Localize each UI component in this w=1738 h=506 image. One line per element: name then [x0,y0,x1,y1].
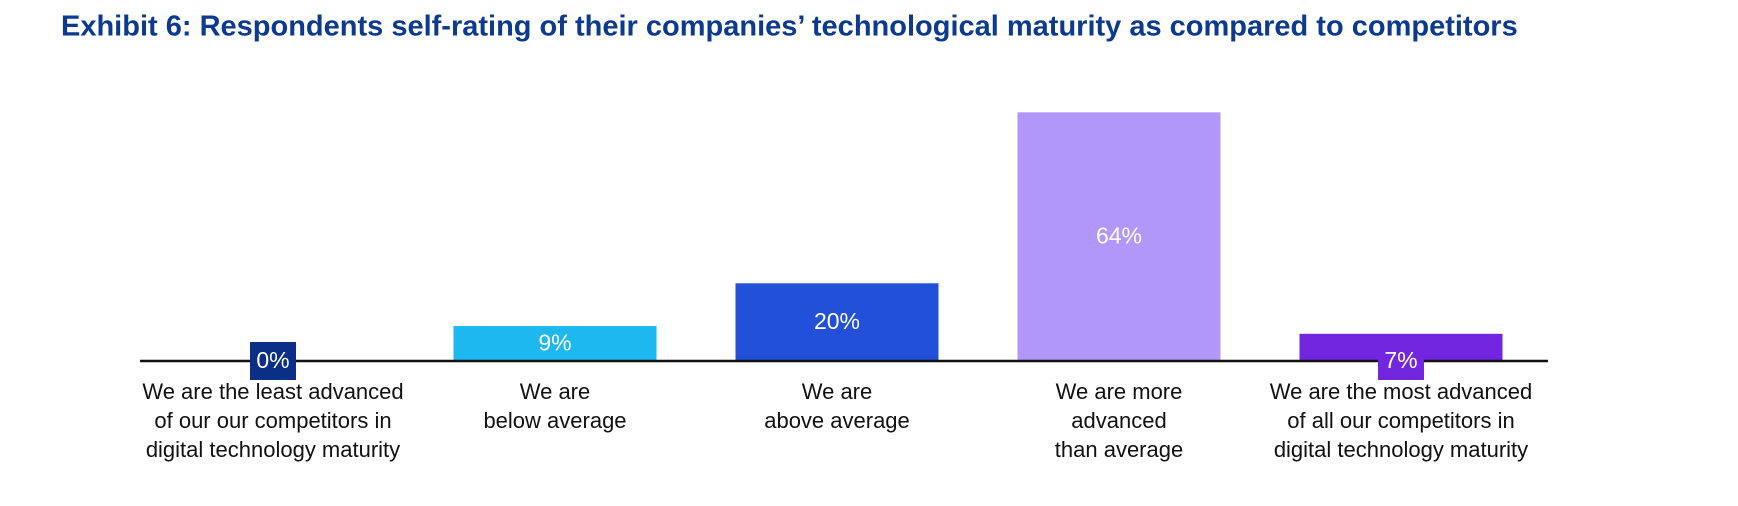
x-tick-label-line: We are the least advanced [142,379,403,404]
x-tick-label: We are below average [483,379,626,433]
value-label: 7% [1384,347,1417,373]
chart-title: Exhibit 6: Respondents self-rating of th… [61,11,1518,43]
value-label-box [250,342,296,380]
bar [1017,112,1221,361]
x-tick-label-line: digital technology maturity [1274,437,1528,462]
x-tick-label-line: digital technology maturity [146,437,400,462]
x-tick-label: We are more advanced than average [1055,379,1183,462]
bar [453,326,657,361]
x-tick-label-line: We are [802,379,873,404]
x-tick-label: We are the most advanced of all our compe… [1270,379,1533,462]
x-tick-label-line: of our our competitors in [154,408,391,433]
x-tick-label-line: We are the most advanced [1270,379,1533,404]
x-tick-label-line: above average [764,408,910,433]
x-tick-label: We are above average [764,379,910,433]
x-tick-label-line: We are more [1056,379,1183,404]
x-tick-label-line: of all our competitors in [1287,408,1514,433]
x-tick-label-line: below average [483,408,626,433]
value-label: 64% [1096,223,1142,249]
bar [735,283,939,361]
value-label: 9% [538,330,571,356]
x-tick-label-line: We are [520,379,591,404]
value-label: 20% [814,308,860,334]
value-label-box [1378,342,1424,380]
value-label: 0% [256,347,289,373]
x-tick-label: We are the least advanced of our our comp… [142,379,403,462]
x-tick-label-line: than average [1055,437,1183,462]
x-tick-label-line: advanced [1071,408,1166,433]
